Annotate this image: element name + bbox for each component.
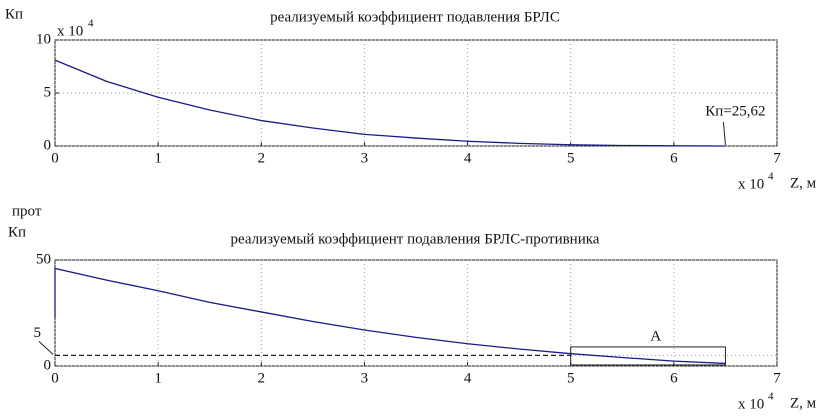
x-label: Z, м: [790, 175, 817, 191]
x-tick-label: 4: [464, 370, 472, 386]
y-tick-label: 5: [44, 84, 52, 100]
y-label: Кп: [8, 224, 26, 240]
y-tick-label: 50: [36, 251, 51, 267]
x-multiplier-exp: 4: [768, 171, 774, 183]
x-tick-label: 6: [670, 370, 678, 386]
y-tick-label: 10: [36, 31, 51, 47]
y-multiplier-exp: 4: [88, 18, 94, 30]
region-box: [570, 346, 726, 366]
x-tick-label: 2: [258, 370, 266, 386]
y-label-sup: прот: [12, 203, 42, 219]
x-multiplier-exp: 4: [768, 391, 774, 403]
annotation: Кп=25,62: [705, 103, 765, 119]
line: [54, 267, 726, 365]
x-tick-label: 6: [670, 150, 678, 166]
x-tick-label: 1: [154, 150, 162, 166]
x-tick-label: 4: [464, 150, 472, 166]
y-tick-label: 5: [34, 325, 42, 341]
y-tick-label: 0: [44, 357, 52, 373]
x-tick-label: 5: [567, 150, 575, 166]
x-tick-label: 2: [258, 150, 266, 166]
y-multiplier: x 10: [57, 23, 83, 39]
tick-arrow: [38, 341, 54, 355]
x-tick-label: 3: [361, 150, 369, 166]
chart-title: реализуемый коэффициент подавления БРЛС-…: [231, 231, 600, 247]
y-label: Кп: [5, 6, 23, 22]
chart-title: реализуемый коэффициент подавления БРЛС: [270, 9, 560, 25]
x-tick-label: 3: [361, 370, 369, 386]
annotation-arrow: [722, 121, 726, 146]
region-label: A: [650, 328, 661, 344]
x-tick-label: 7: [773, 150, 781, 166]
x-label: Z, м: [790, 395, 817, 411]
x-multiplier: x 10: [738, 396, 764, 412]
x-tick-label: 7: [773, 370, 781, 386]
x-tick-label: 5: [567, 370, 575, 386]
x-multiplier: x 10: [738, 176, 764, 192]
x-tick-label: 0: [51, 150, 59, 166]
line: [54, 59, 726, 147]
x-tick-label: 1: [154, 370, 162, 386]
y-tick-label: 0: [44, 137, 52, 153]
plot-frame: [54, 259, 778, 367]
x-tick-label: 0: [51, 370, 59, 386]
